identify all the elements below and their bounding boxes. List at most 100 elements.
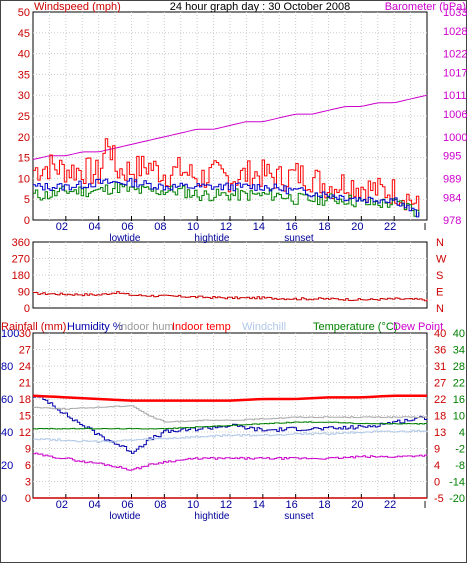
x-tick: 10 (187, 221, 199, 233)
rain-tick: 27 (19, 345, 31, 357)
series-4 (33, 429, 428, 443)
event-label: hightide (194, 511, 229, 522)
dir-tick: 90 (18, 287, 30, 299)
x-tick: 22 (384, 499, 396, 511)
temp-a-tick: 36 (434, 345, 446, 357)
x-tick: 12 (220, 221, 232, 233)
baro-tick: 1006 (443, 109, 467, 121)
rain-tick: 9 (25, 444, 31, 456)
wind-tick: 10 (18, 173, 30, 185)
series-5 (33, 421, 428, 430)
temp-a-tick: 4 (434, 460, 440, 472)
temp-a-tick: 18 (434, 411, 446, 423)
wind-tick: 15 (18, 153, 30, 165)
temp-a-tick: 22 (434, 394, 446, 406)
wind-tick: 40 (18, 49, 30, 61)
x-tick: 10 (187, 499, 199, 511)
baro-tick: 1011 (443, 90, 467, 102)
chart-title: 24 hour graph day : 30 October 2008 (170, 1, 350, 13)
rain-tick: 0 (25, 493, 31, 505)
x-tick: 14 (253, 499, 265, 511)
baro-tick: 1022 (443, 49, 467, 61)
barometer-axis-label: Barometer (hPa) (385, 1, 466, 13)
x-tick: 18 (318, 499, 330, 511)
windspeed-line (33, 138, 420, 211)
x-tick: 16 (286, 221, 298, 233)
x-tick: 04 (89, 221, 101, 233)
series-3 (32, 394, 427, 402)
x-tick: 02 (56, 499, 68, 511)
baro-tick: 1033 (443, 7, 467, 19)
temp-b-tick: -20 (449, 493, 465, 505)
event-label: sunset (284, 233, 314, 244)
x-end-tick: I (424, 500, 427, 511)
x-tick: 06 (121, 221, 133, 233)
x-tick: 14 (253, 221, 265, 233)
baro-tick: 1028 (443, 26, 467, 38)
event-label: hightide (194, 233, 229, 244)
baro-tick: 984 (443, 192, 461, 204)
dir-label: E (436, 287, 443, 299)
hum-tick: 100 (1, 328, 19, 340)
indoor-hum-label: Indoor hum (118, 321, 174, 333)
hum-tick: 20 (1, 460, 13, 472)
hum-tick: 0 (1, 493, 7, 505)
rain-tick: 18 (19, 394, 31, 406)
temp-a-tick: 40 (434, 328, 446, 340)
temp-b-tick: -2 (455, 444, 465, 456)
wind-tick: 50 (18, 7, 30, 19)
wind-green-line (33, 181, 420, 217)
humidity-label: Humidity % (67, 321, 123, 333)
dir-label: N (436, 303, 444, 315)
temp-b-tick: 34 (453, 345, 465, 357)
dir-tick: 270 (12, 254, 30, 266)
baro-tick: 1017 (443, 68, 467, 80)
windspeed-axis-label: Windspeed (mph) (34, 1, 121, 13)
x-tick: 08 (154, 499, 166, 511)
x-tick: 04 (89, 499, 101, 511)
wind-tick: 5 (24, 194, 30, 206)
dir-tick: 360 (12, 237, 30, 249)
temp-b-tick: -8 (455, 460, 465, 472)
rain-tick: 24 (19, 361, 31, 373)
rain-tick: 21 (19, 378, 31, 390)
temp-b-tick: 10 (453, 411, 465, 423)
baro-tick: 995 (443, 151, 461, 163)
temp-a-tick: 31 (434, 361, 446, 373)
x-end-tick: I (424, 222, 427, 233)
temperature-label: Temperature (°C) (313, 321, 397, 333)
baro-tick: 978 (443, 215, 461, 227)
temp-b-tick: 4 (459, 427, 465, 439)
x-tick: 16 (286, 499, 298, 511)
temp-b-tick: 28 (453, 361, 465, 373)
temp-a-tick: -5 (434, 493, 444, 505)
temp-a-tick: 9 (434, 444, 440, 456)
x-tick: 22 (384, 221, 396, 233)
x-tick: 08 (154, 221, 166, 233)
dir-tick: 180 (12, 270, 30, 282)
temp-b-tick: -14 (449, 477, 465, 489)
rain-tick: 3 (25, 477, 31, 489)
series-6 (33, 452, 428, 471)
temp-b-tick: 22 (453, 378, 465, 390)
wind-tick: 45 (18, 28, 30, 40)
dir-label: N (436, 237, 444, 249)
windchill-label: Windchill (242, 321, 286, 333)
dewpoint-label: Dew Point (393, 321, 443, 333)
event-label: lowtide (109, 233, 141, 244)
rain-tick: 15 (19, 411, 31, 423)
wind-tick: 35 (18, 69, 30, 81)
rain-tick: 6 (25, 460, 31, 472)
dir-tick: 0 (24, 303, 30, 315)
temp-a-tick: 27 (434, 378, 446, 390)
wind-direction-line (33, 291, 428, 302)
wind-tick: 30 (18, 90, 30, 102)
rain-tick: 30 (19, 328, 31, 340)
hum-tick: 40 (1, 427, 13, 439)
event-label: lowtide (109, 511, 141, 522)
temp-a-tick: 13 (434, 427, 446, 439)
hum-tick: 80 (1, 361, 13, 373)
temp-b-tick: 16 (453, 394, 465, 406)
barometer-line (32, 94, 428, 160)
